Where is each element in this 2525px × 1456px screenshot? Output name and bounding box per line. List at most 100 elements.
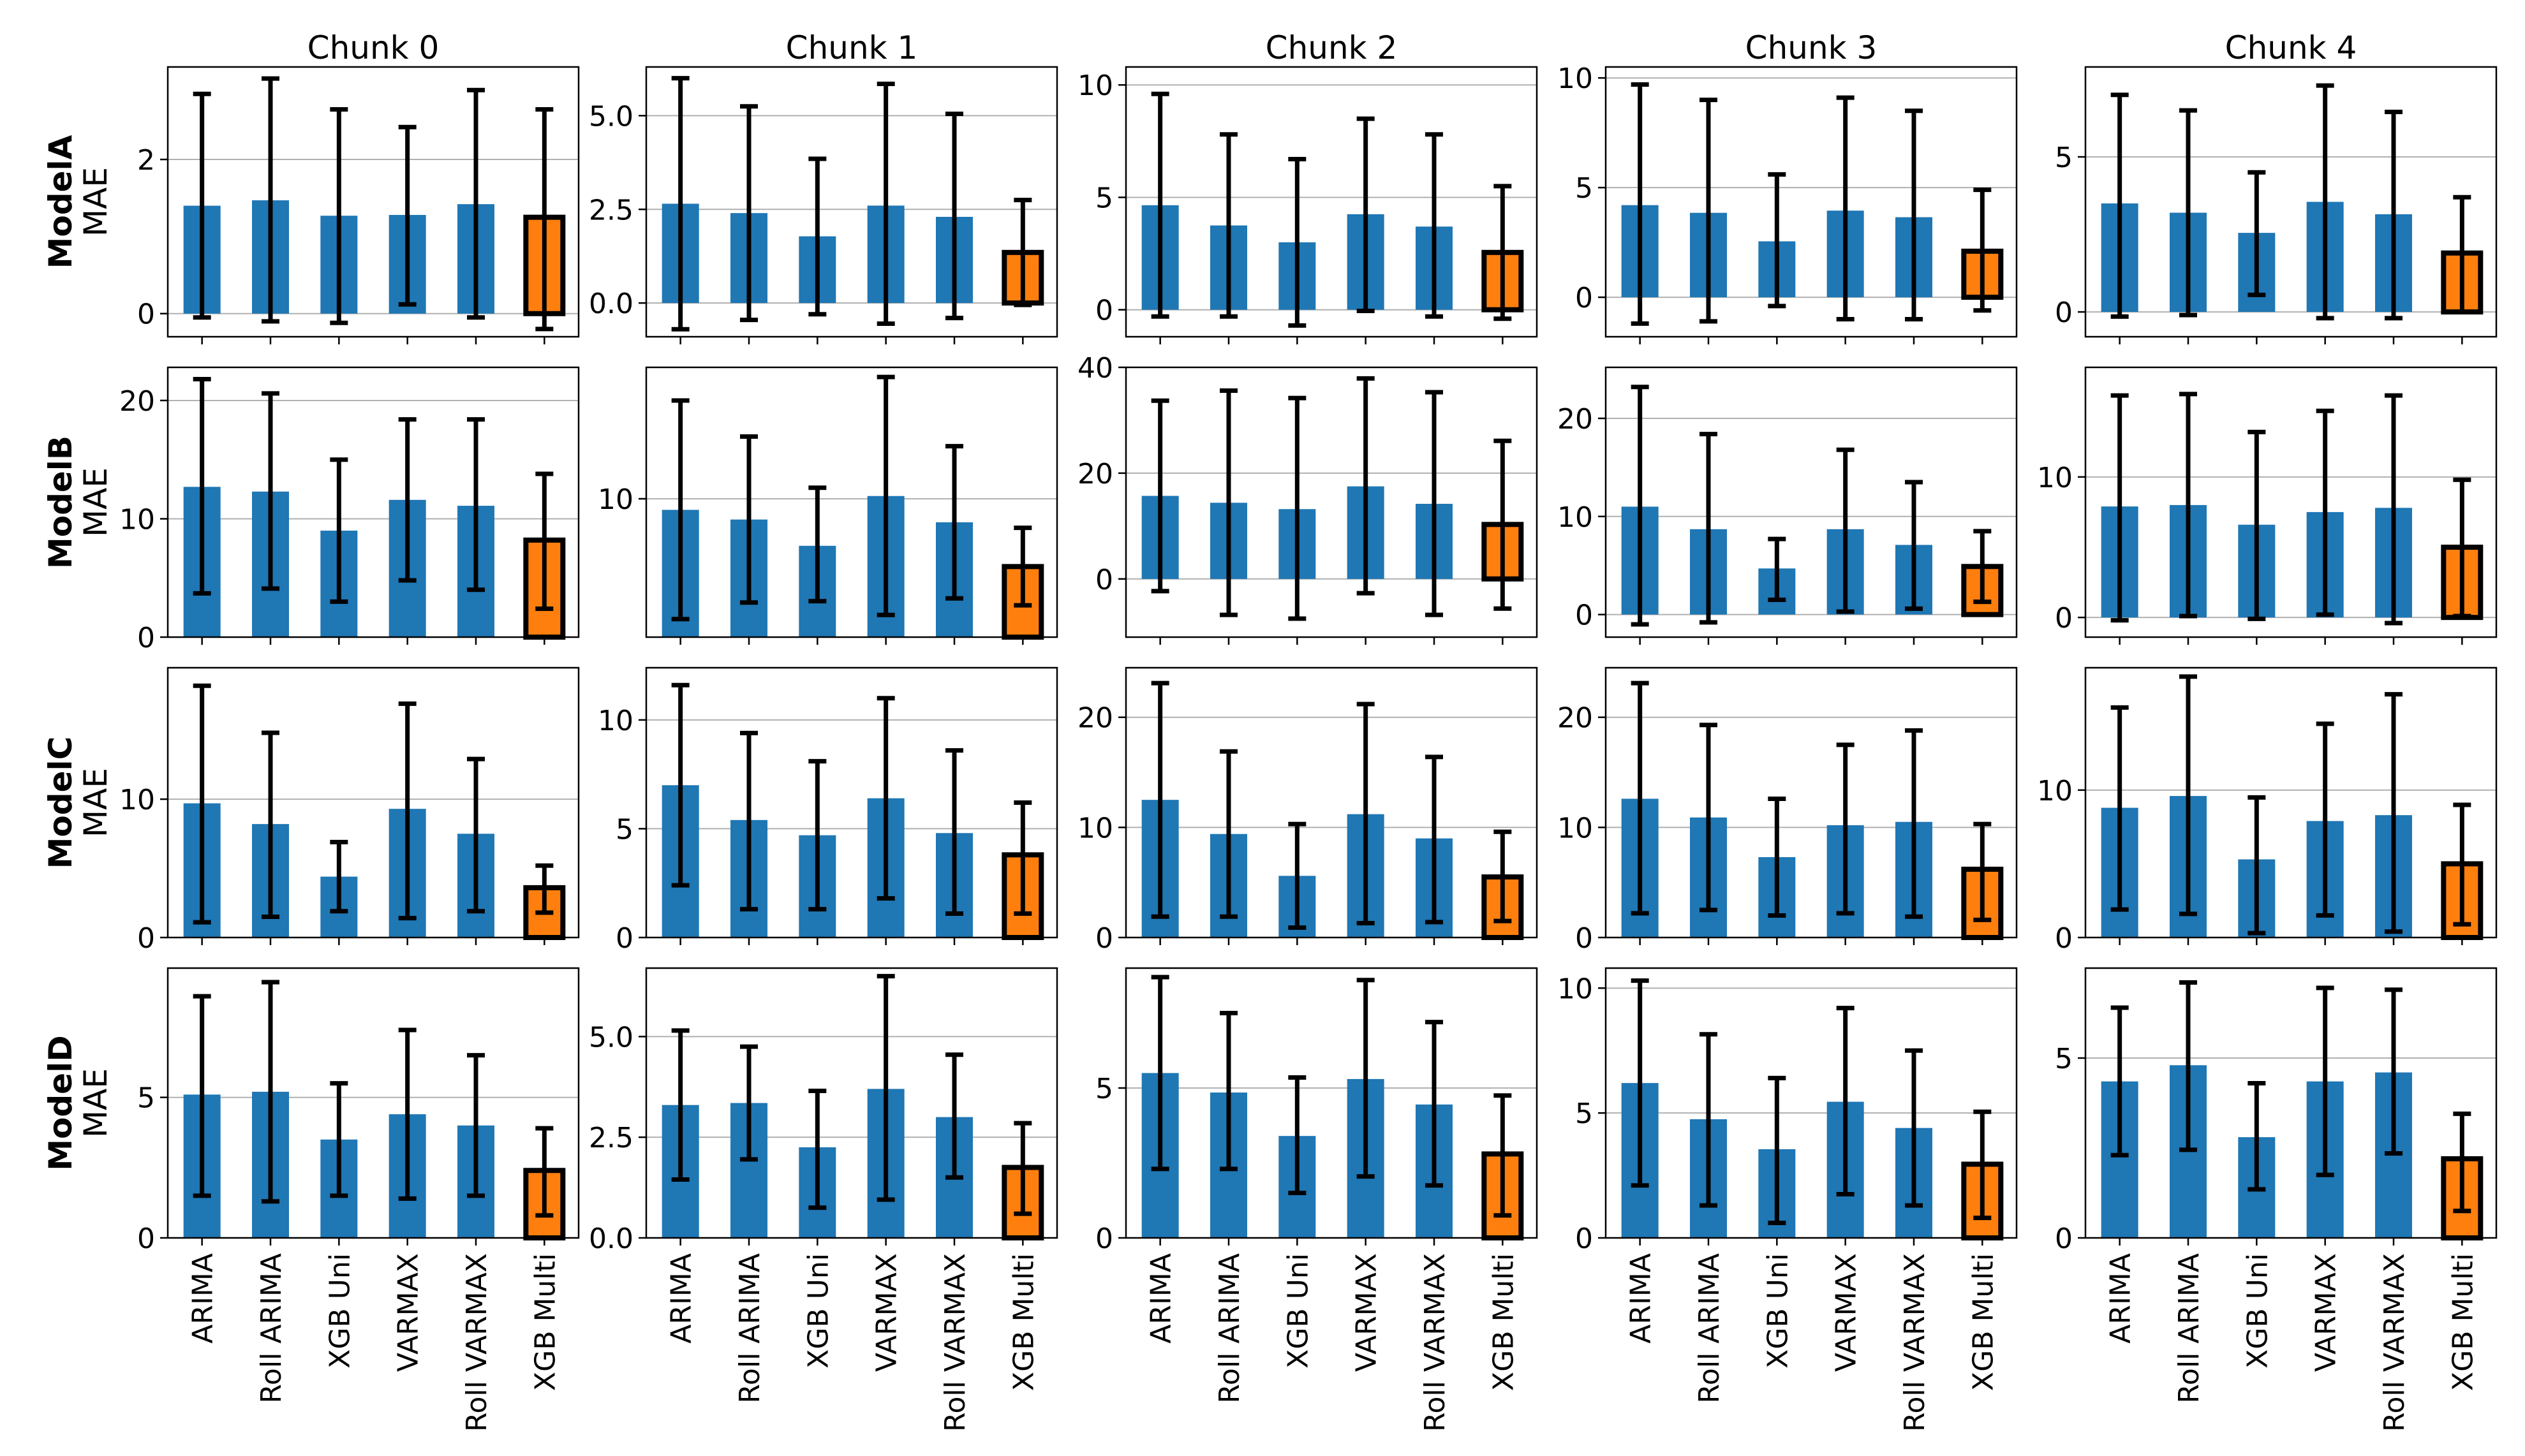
x-tick-labels: ARIMA Roll ARIMA XGB Uni VARMAX Roll VARMAX X… xyxy=(187,1253,2480,1432)
error-bar-roll-varmax xyxy=(1425,1020,1443,1188)
error-bar-varmax xyxy=(398,1027,417,1201)
error-bar-roll-varmax xyxy=(2385,393,2403,626)
error-bar-arima xyxy=(2110,92,2129,319)
error-bar-xgb-uni xyxy=(2247,795,2266,936)
panel-frame xyxy=(1604,967,2018,1239)
y-tick-label: 0 xyxy=(1095,295,1113,327)
error-bar-xgb-uni xyxy=(808,156,827,317)
x-tick-label-arima: ARIMA xyxy=(2105,1253,2137,1344)
y-tick-label: 0 xyxy=(1095,564,1113,596)
panel-modelc-chunk-4: 0 10 xyxy=(2037,666,2498,955)
x-tick-label-roll-arima: Roll ARIMA xyxy=(2173,1253,2205,1404)
y-tick-label: 0 xyxy=(1575,282,1593,314)
y-tick-label: 0 xyxy=(1575,599,1593,632)
x-tick-label-arima: ARIMA xyxy=(665,1253,698,1344)
error-bar-roll-arima xyxy=(1699,98,1717,324)
y-tick-label: 20 xyxy=(1077,458,1113,490)
column-title-chunk-0: Chunk 0 xyxy=(307,29,440,66)
panel-frame xyxy=(1125,666,1538,939)
error-bar-roll-arima xyxy=(740,104,758,323)
y-tick-label: 0.0 xyxy=(589,288,633,320)
y-tick-label: 5.0 xyxy=(589,1021,633,1054)
y-tick-label: 0 xyxy=(616,922,633,955)
y-tick-label: 0 xyxy=(1575,1223,1593,1255)
error-bar-varmax xyxy=(398,417,417,583)
column-title-chunk-4: Chunk 4 xyxy=(2225,29,2357,66)
panel-modela-chunk-3: 0 5 10 xyxy=(1557,63,2018,344)
error-bar-roll-varmax xyxy=(2385,692,2403,934)
error-bar-arima xyxy=(2110,1005,2129,1158)
panel-frame xyxy=(2084,967,2498,1239)
panel-modeld-chunk-0: 05 xyxy=(137,967,580,1255)
y-tick-label: 20 xyxy=(119,385,155,418)
error-bar-varmax xyxy=(877,974,895,1202)
y-tick-label: 10 xyxy=(119,503,155,536)
error-bar-roll-arima xyxy=(740,730,758,912)
error-bar-xgb-uni xyxy=(1768,1075,1786,1225)
panel-frame xyxy=(1125,66,1538,338)
panel-frame xyxy=(167,967,580,1239)
error-bar-roll-varmax xyxy=(945,1052,963,1180)
error-bar-arima xyxy=(1151,974,1169,1172)
panel-modela-chunk-4: 05 xyxy=(2055,66,2498,344)
error-bar-xgb-uni xyxy=(1768,796,1786,918)
error-bar-roll-arima xyxy=(1220,1011,1238,1172)
error-bar-roll-arima xyxy=(262,980,279,1204)
error-bar-xgb-multi xyxy=(1014,198,1032,307)
error-bar-xgb-uni xyxy=(2247,170,2266,297)
error-bar-xgb-multi xyxy=(2453,1111,2471,1214)
y-tick-label: 0 xyxy=(1095,1223,1113,1255)
error-bar-xgb-uni xyxy=(330,839,348,914)
panel-modelc-chunk-0: 0 10 xyxy=(119,666,580,955)
row-label-modela: ModelA xyxy=(42,135,79,268)
error-bar-roll-varmax xyxy=(467,87,485,320)
error-bar-arima xyxy=(1151,91,1169,319)
error-bar-varmax xyxy=(1836,447,1855,614)
y-tick-label: 2.5 xyxy=(589,194,633,226)
x-tick-label-xgb-uni: XGB Uni xyxy=(802,1253,834,1369)
x-tick-label-roll-varmax: Roll VARMAX xyxy=(1899,1253,1931,1432)
error-bar-xgb-multi xyxy=(535,107,554,332)
error-bar-xgb-uni xyxy=(808,485,827,604)
panel-modeld-chunk-4: 05 xyxy=(2055,967,2498,1255)
y-tick-label: 10 xyxy=(2037,775,2073,807)
error-bar-arima xyxy=(1631,978,1649,1188)
panel-modeld-chunk-3: 0 5 10 xyxy=(1557,967,2018,1255)
error-bar-xgb-uni xyxy=(1768,536,1786,603)
error-bar-varmax xyxy=(877,696,895,901)
x-tick-label-arima: ARIMA xyxy=(187,1253,219,1344)
panel-frame xyxy=(645,666,1058,939)
error-bar-varmax xyxy=(1356,978,1375,1179)
error-bar-arima xyxy=(1631,82,1649,326)
panel-modeld-chunk-2: 05 xyxy=(1095,967,1538,1255)
y-tick-label: 5.0 xyxy=(589,100,633,133)
error-bar-xgb-uni xyxy=(1288,157,1307,328)
panel-frame xyxy=(1604,666,2018,939)
x-tick-label-xgb-multi: XGB Multi xyxy=(2447,1253,2479,1391)
y-tick-label: 5 xyxy=(1575,1098,1593,1130)
error-bar-xgb-multi xyxy=(1493,438,1512,611)
error-bar-varmax xyxy=(877,374,895,617)
panel-modelb-chunk-4: 0 10 xyxy=(2037,366,2498,645)
error-bar-roll-varmax xyxy=(1905,108,1923,321)
error-bar-roll-arima xyxy=(262,76,279,324)
x-tick-label-xgb-uni: XGB Uni xyxy=(323,1253,356,1369)
panel-frame xyxy=(1604,366,2018,638)
row-label-modeld: ModelD xyxy=(42,1035,79,1170)
y-tick-label: 0 xyxy=(137,1223,155,1255)
error-bar-roll-varmax xyxy=(945,748,963,916)
y-tick-label: 0 xyxy=(2055,922,2073,955)
x-tick-label-roll-varmax: Roll VARMAX xyxy=(939,1253,972,1432)
x-tick-label-roll-varmax: Roll VARMAX xyxy=(1419,1253,1451,1432)
error-bar-roll-varmax xyxy=(467,756,485,914)
error-bar-xgb-uni xyxy=(1768,172,1786,309)
x-tick-label-roll-arima: Roll ARIMA xyxy=(255,1253,288,1404)
error-bar-arima xyxy=(193,91,211,320)
panel-frame xyxy=(2084,666,2498,939)
error-bar-roll-arima xyxy=(1699,723,1717,913)
error-bar-varmax xyxy=(1356,376,1375,596)
row-label-modelb: ModelB xyxy=(42,436,79,569)
error-bar-roll-varmax xyxy=(2385,110,2403,321)
